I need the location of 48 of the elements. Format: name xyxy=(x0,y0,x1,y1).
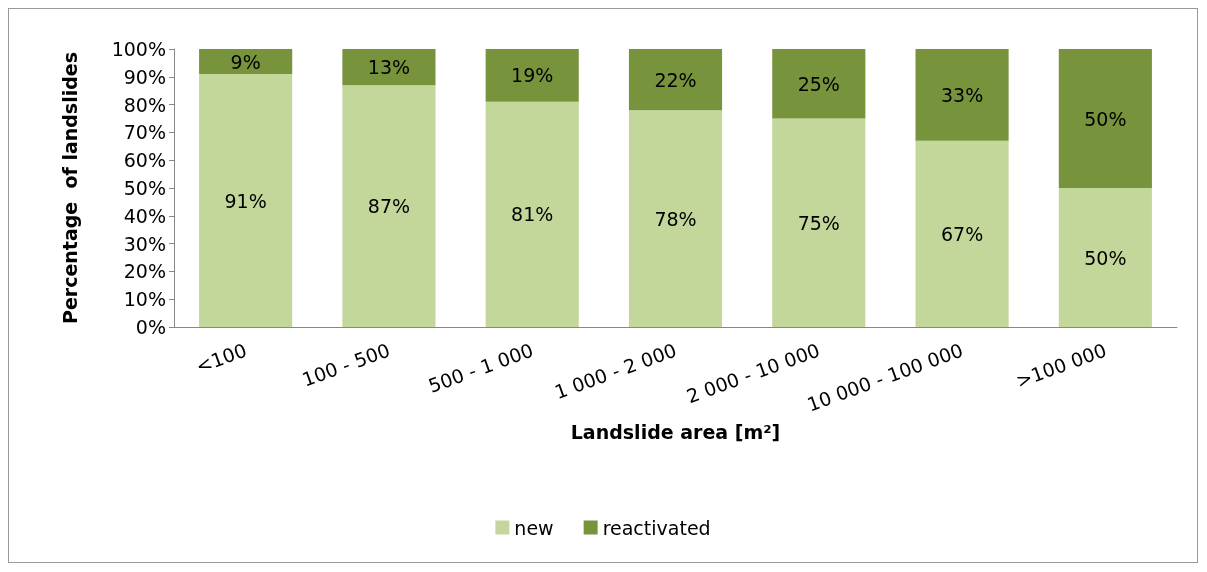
data-label: 67% xyxy=(940,222,984,245)
data-label: 13% xyxy=(367,56,411,79)
y-tick-label: 50% xyxy=(123,177,166,199)
x-axis-title: Landslide area [m²] xyxy=(570,420,781,443)
bar xyxy=(772,118,866,327)
x-tick-label: 100 - 500 xyxy=(299,338,393,391)
data-label: 81% xyxy=(511,203,554,226)
bar xyxy=(915,140,1009,327)
y-tick-label: 70% xyxy=(123,121,166,144)
bar xyxy=(915,49,1009,141)
bar xyxy=(342,49,436,86)
bar xyxy=(485,101,579,327)
data-label: 25% xyxy=(797,72,840,95)
y-tick-label: 10% xyxy=(123,288,166,311)
y-tick-label: 30% xyxy=(123,232,166,255)
y-tick-label: 100% xyxy=(111,38,166,60)
data-label: 50% xyxy=(1084,107,1127,130)
x-tick-label: 1 000 - 2 000 xyxy=(551,338,680,404)
bar xyxy=(628,110,723,327)
bar xyxy=(1058,188,1152,327)
y-tick-label: 20% xyxy=(123,260,166,283)
x-tick-label: >100 000 xyxy=(1012,338,1110,392)
y-tick-label: 80% xyxy=(123,93,166,116)
bar xyxy=(772,49,866,119)
y-tick-label: 0% xyxy=(135,316,166,338)
legend-label: new xyxy=(514,516,554,539)
data-label: 50% xyxy=(1084,246,1127,269)
data-label: 22% xyxy=(654,68,697,91)
bar xyxy=(1058,49,1152,188)
bar xyxy=(199,49,293,75)
y-tick-label: 90% xyxy=(123,65,166,88)
y-axis-title: Percentage of landslides xyxy=(58,51,81,325)
data-label: 33% xyxy=(940,83,984,106)
bar xyxy=(628,49,723,111)
legend-label: reactivated xyxy=(602,516,711,539)
data-label: 75% xyxy=(797,211,840,234)
data-label: 91% xyxy=(224,189,267,212)
data-label: 87% xyxy=(367,195,411,218)
data-label: 19% xyxy=(511,64,554,87)
x-tick-label: <100 xyxy=(192,338,250,378)
bar xyxy=(199,74,293,327)
x-tick-label: 500 - 1 000 xyxy=(425,338,536,397)
bar xyxy=(342,85,436,327)
y-tick-label: 40% xyxy=(123,204,166,227)
bar xyxy=(485,49,579,102)
data-label: 9% xyxy=(230,50,261,73)
data-label: 78% xyxy=(654,207,697,230)
y-tick-label: 60% xyxy=(123,149,166,172)
